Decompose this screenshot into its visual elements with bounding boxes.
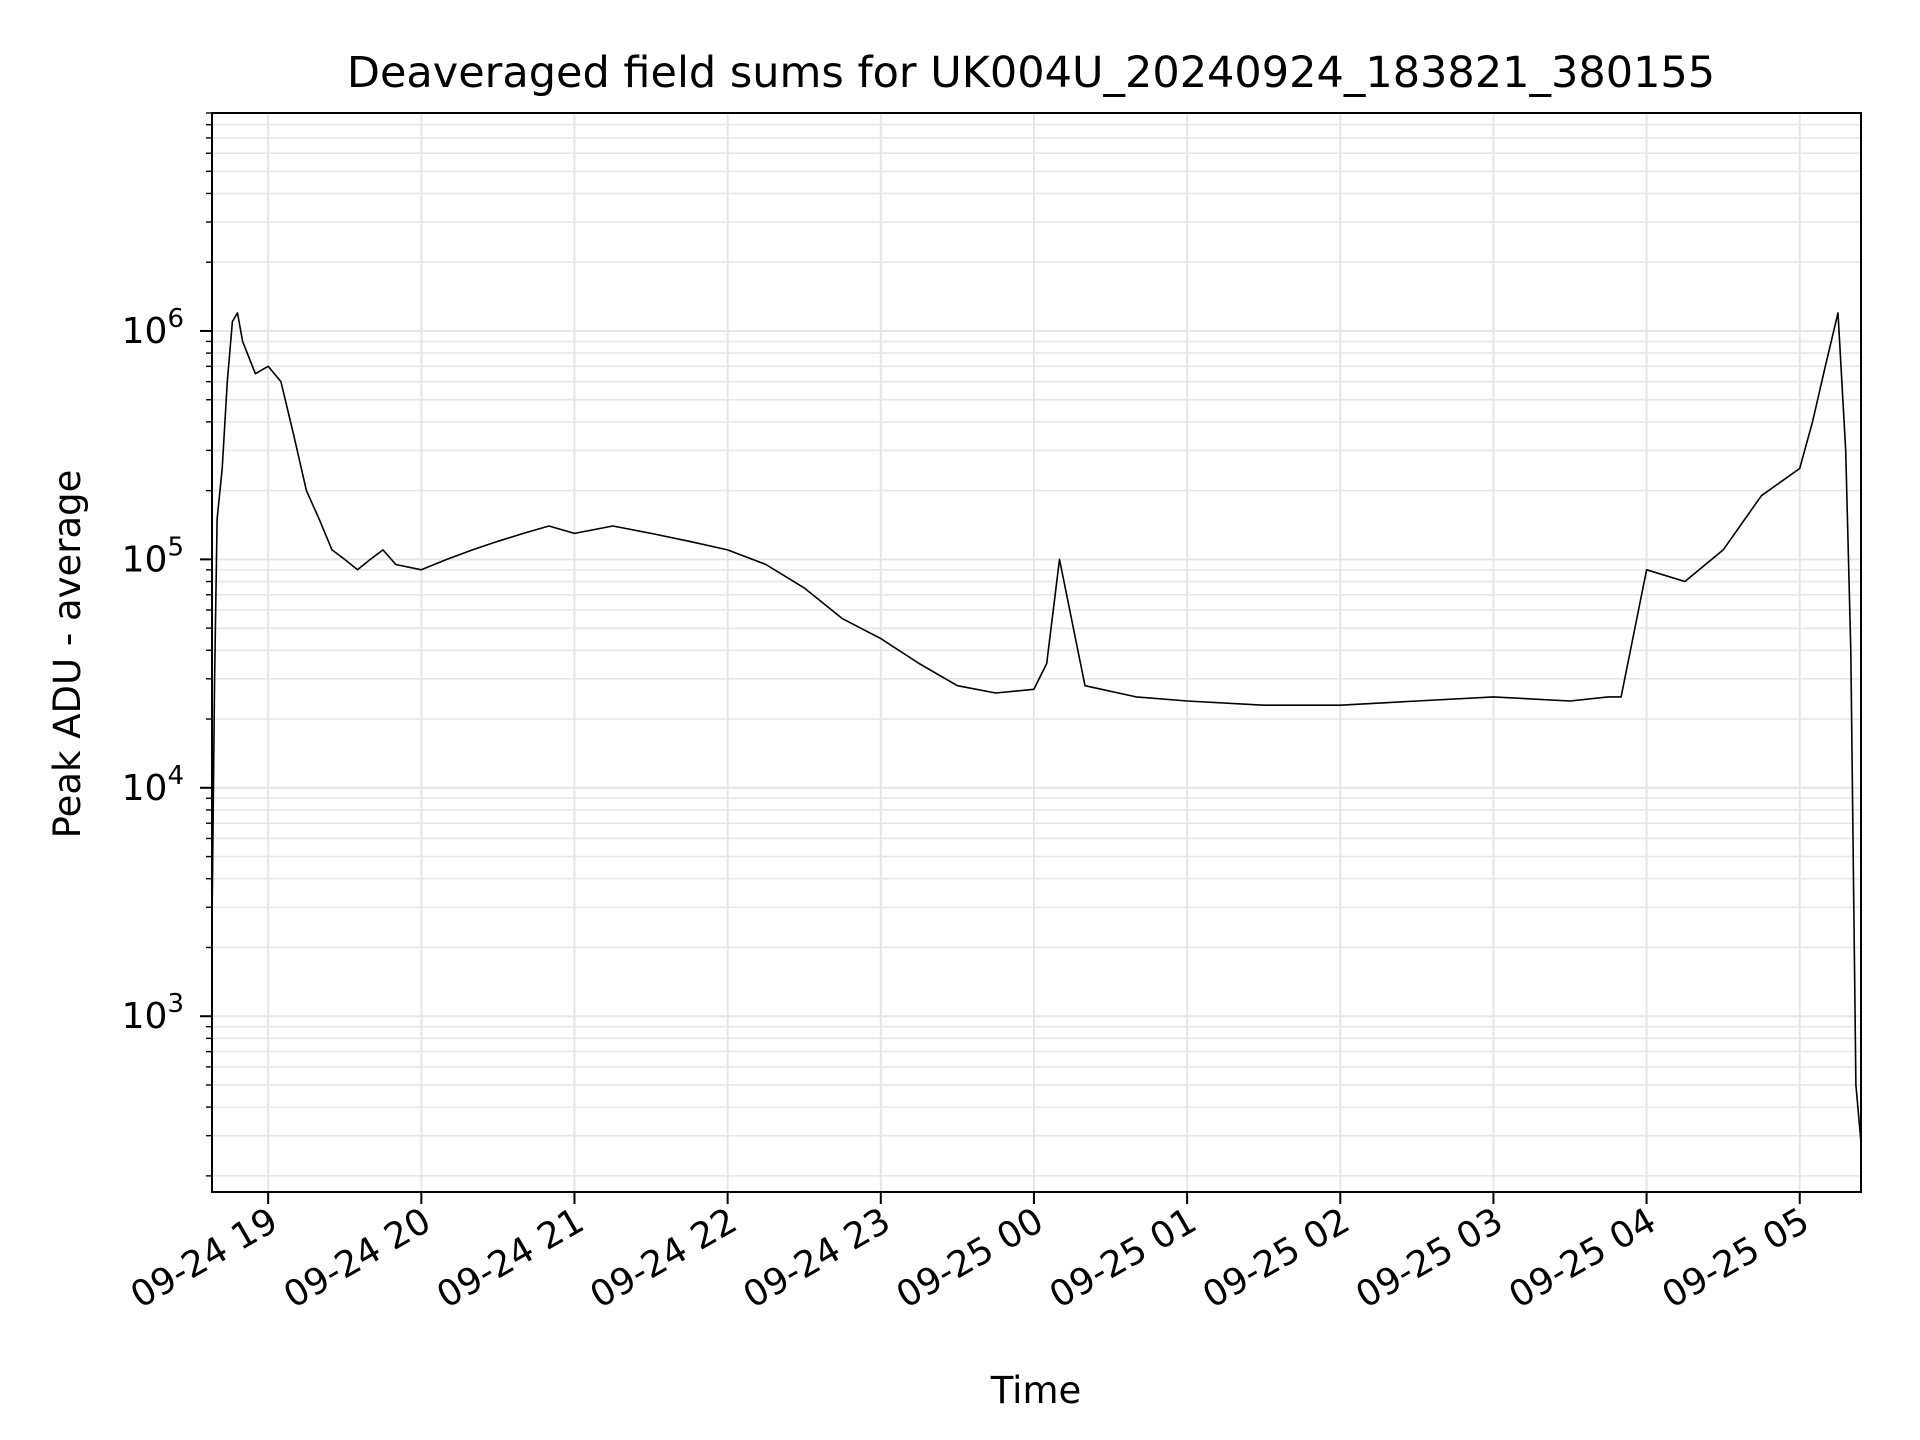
x-tick-label: 09-25 02 bbox=[1196, 1200, 1357, 1316]
plot-area-frame bbox=[211, 112, 1862, 1193]
grid bbox=[212, 112, 1861, 1192]
x-tick-label: 09-25 01 bbox=[1043, 1200, 1204, 1316]
x-tick-label: 09-24 19 bbox=[124, 1200, 285, 1316]
y-axis: 103 104 105 106 bbox=[122, 112, 212, 1177]
x-tick-label: 09-24 23 bbox=[737, 1200, 898, 1316]
x-tick-label: 09-25 05 bbox=[1656, 1200, 1817, 1316]
x-tick-label: 09-25 04 bbox=[1502, 1200, 1663, 1316]
x-tick-label: 09-25 03 bbox=[1349, 1200, 1510, 1316]
x-tick-label: 09-24 22 bbox=[583, 1200, 744, 1316]
y-tick-label: 105 bbox=[122, 532, 184, 580]
y-tick-label: 103 bbox=[122, 989, 184, 1037]
x-axis-label: Time bbox=[990, 1369, 1082, 1412]
series-line bbox=[211, 312, 1862, 1143]
y-tick-label: 106 bbox=[122, 304, 184, 352]
chart-title: Deaveraged field sums for UK004U_2024092… bbox=[347, 48, 1715, 98]
x-tick-label: 09-24 21 bbox=[430, 1200, 591, 1316]
x-tick-label: 09-25 00 bbox=[890, 1200, 1051, 1316]
x-tick-label: 09-24 20 bbox=[277, 1200, 438, 1316]
y-tick-label: 104 bbox=[122, 761, 184, 809]
y-axis-label: Peak ADU - average bbox=[46, 470, 89, 839]
